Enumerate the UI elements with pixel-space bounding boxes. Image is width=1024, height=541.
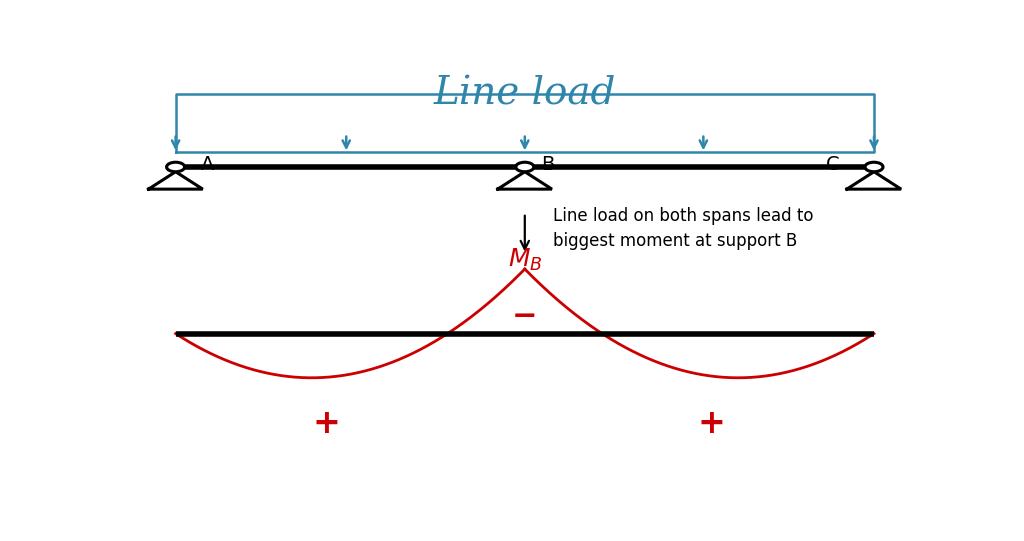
Text: +: + [697, 407, 725, 440]
Circle shape [516, 162, 534, 171]
Text: Line load: Line load [433, 75, 616, 113]
Text: Line load on both spans lead to
biggest moment at support B: Line load on both spans lead to biggest … [553, 207, 813, 249]
Text: +: + [312, 407, 340, 440]
Text: C: C [825, 155, 840, 174]
Text: B: B [542, 155, 555, 174]
Circle shape [167, 162, 184, 171]
Text: $\mathit{M}_B$: $\mathit{M}_B$ [508, 247, 542, 273]
Circle shape [865, 162, 883, 171]
Text: A: A [202, 155, 215, 174]
Text: −: − [512, 302, 538, 332]
